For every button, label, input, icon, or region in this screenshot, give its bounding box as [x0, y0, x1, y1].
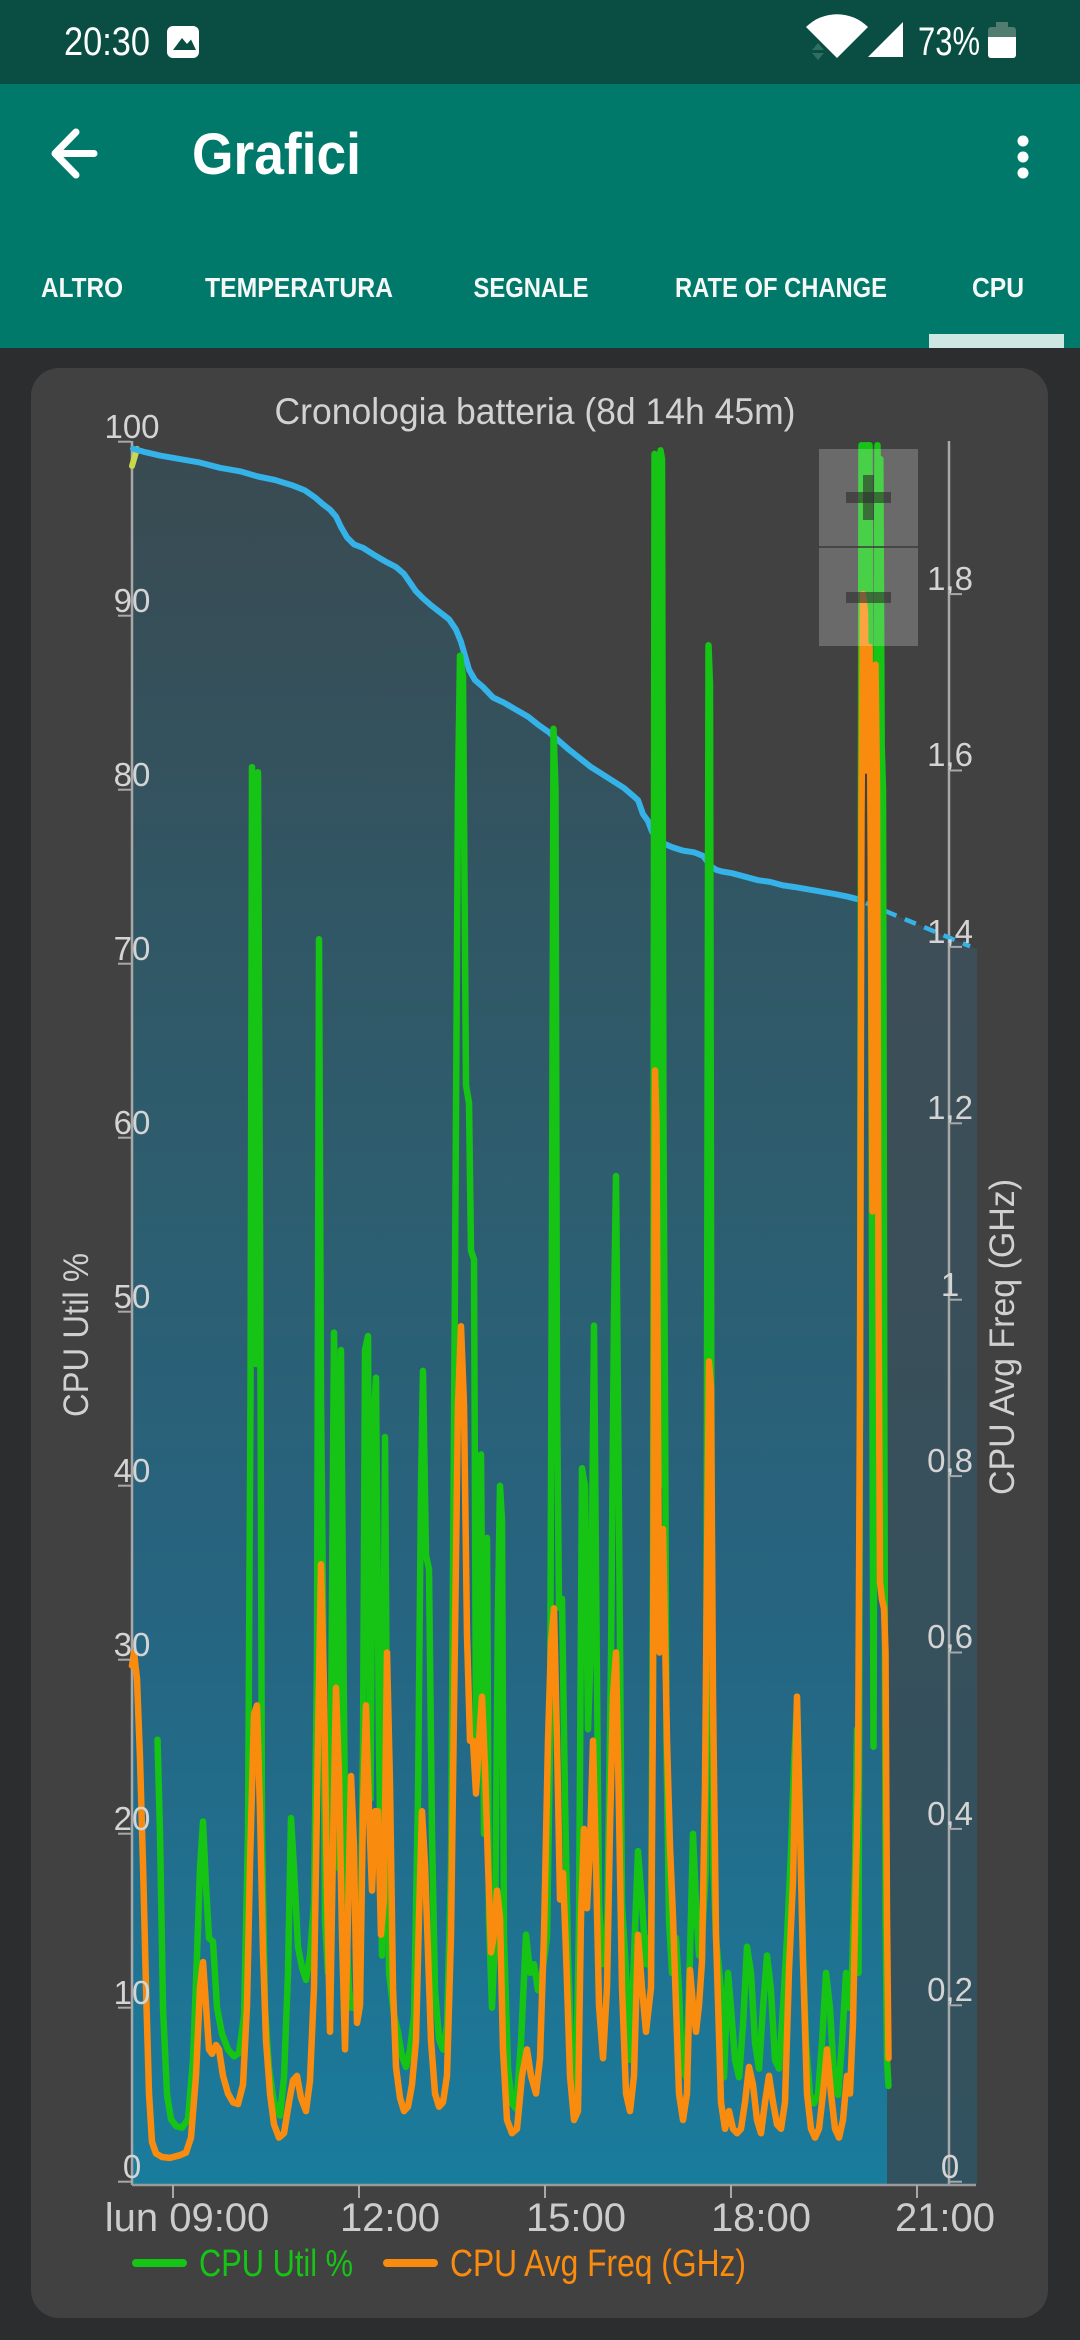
svg-text:20:30: 20:30	[64, 20, 150, 64]
svg-text:70: 70	[114, 930, 151, 967]
svg-text:1,4: 1,4	[927, 913, 973, 950]
svg-text:60: 60	[114, 1104, 151, 1141]
svg-text:0,8: 0,8	[927, 1442, 973, 1479]
svg-text:40: 40	[114, 1452, 151, 1489]
svg-text:1: 1	[941, 1266, 959, 1303]
svg-text:0,2: 0,2	[927, 1971, 973, 2008]
svg-text:50: 50	[114, 1278, 151, 1315]
svg-text:RATE OF CHANGE: RATE OF CHANGE	[675, 272, 887, 303]
svg-text:1,6: 1,6	[927, 736, 973, 773]
svg-text:CPU: CPU	[972, 272, 1024, 303]
svg-text:lun 09:00: lun 09:00	[105, 2196, 270, 2240]
svg-text:CPU Avg Freq (GHz): CPU Avg Freq (GHz)	[450, 2243, 746, 2285]
svg-text:SEGNALE: SEGNALE	[474, 272, 589, 303]
svg-text:100: 100	[104, 408, 159, 445]
svg-text:Grafici: Grafici	[192, 122, 361, 187]
svg-text:CPU Util %: CPU Util %	[199, 2243, 353, 2285]
svg-text:73%: 73%	[918, 20, 980, 64]
svg-text:0: 0	[941, 2148, 959, 2185]
svg-text:0,6: 0,6	[927, 1618, 973, 1655]
svg-text:80: 80	[114, 756, 151, 793]
svg-text:15:00: 15:00	[526, 2196, 626, 2240]
svg-text:90: 90	[114, 582, 151, 619]
svg-text:10: 10	[114, 1974, 151, 2011]
svg-text:1,2: 1,2	[927, 1089, 973, 1126]
svg-text:1,8: 1,8	[927, 560, 973, 597]
svg-text:21:00: 21:00	[895, 2196, 995, 2240]
svg-text:0: 0	[123, 2148, 141, 2185]
svg-text:Cronologia batteria (8d 14h 45: Cronologia batteria (8d 14h 45m)	[275, 391, 796, 432]
svg-text:20: 20	[114, 1800, 151, 1837]
svg-text:TEMPERATURA: TEMPERATURA	[205, 272, 393, 303]
svg-text:CPU Util %: CPU Util %	[57, 1253, 96, 1417]
svg-text:12:00: 12:00	[340, 2196, 440, 2240]
svg-text:18:00: 18:00	[711, 2196, 811, 2240]
svg-text:0,4: 0,4	[927, 1795, 973, 1832]
svg-text:CPU Avg Freq (GHz): CPU Avg Freq (GHz)	[983, 1179, 1022, 1495]
svg-text:ALTRO: ALTRO	[41, 272, 123, 303]
svg-text:30: 30	[114, 1626, 151, 1663]
